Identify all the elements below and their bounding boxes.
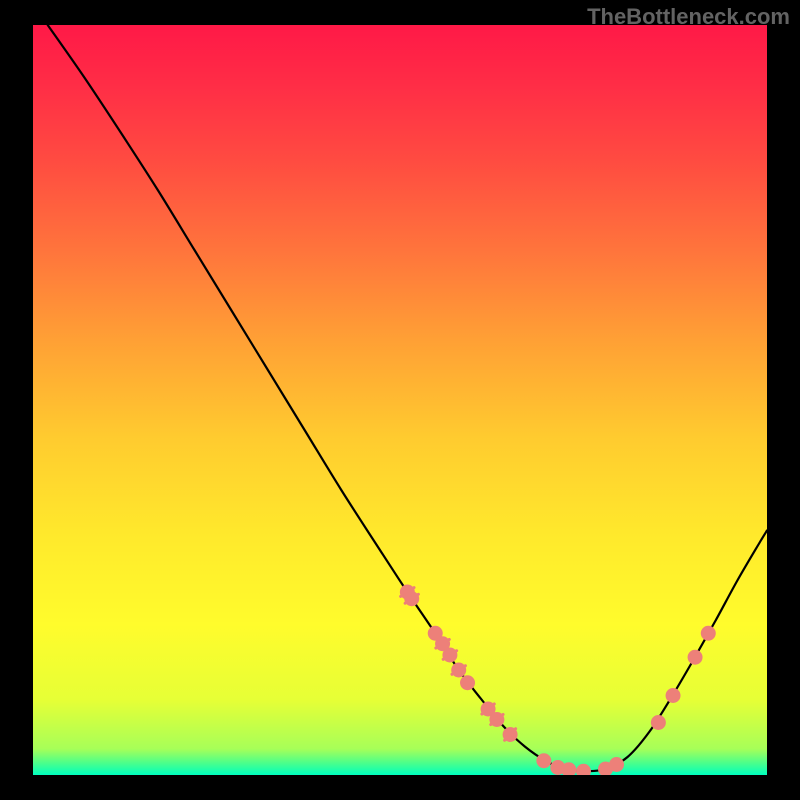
marker-dot <box>489 712 504 727</box>
marker-dot <box>503 727 518 742</box>
marker-dot <box>460 675 475 690</box>
marker-dot <box>451 663 466 678</box>
plot-area <box>33 25 767 775</box>
marker-dot <box>701 626 716 641</box>
gradient-background <box>33 25 767 775</box>
marker-dot <box>651 715 666 730</box>
marker-dot <box>536 753 551 768</box>
watermark-text: TheBottleneck.com <box>587 4 790 30</box>
marker-dot <box>404 591 419 606</box>
marker-dot <box>688 650 703 665</box>
marker-dot <box>609 757 624 772</box>
figure-root: TheBottleneck.com <box>0 0 800 800</box>
marker-dot <box>666 688 681 703</box>
bottleneck-curve-chart <box>33 25 767 775</box>
marker-dot <box>442 648 457 663</box>
